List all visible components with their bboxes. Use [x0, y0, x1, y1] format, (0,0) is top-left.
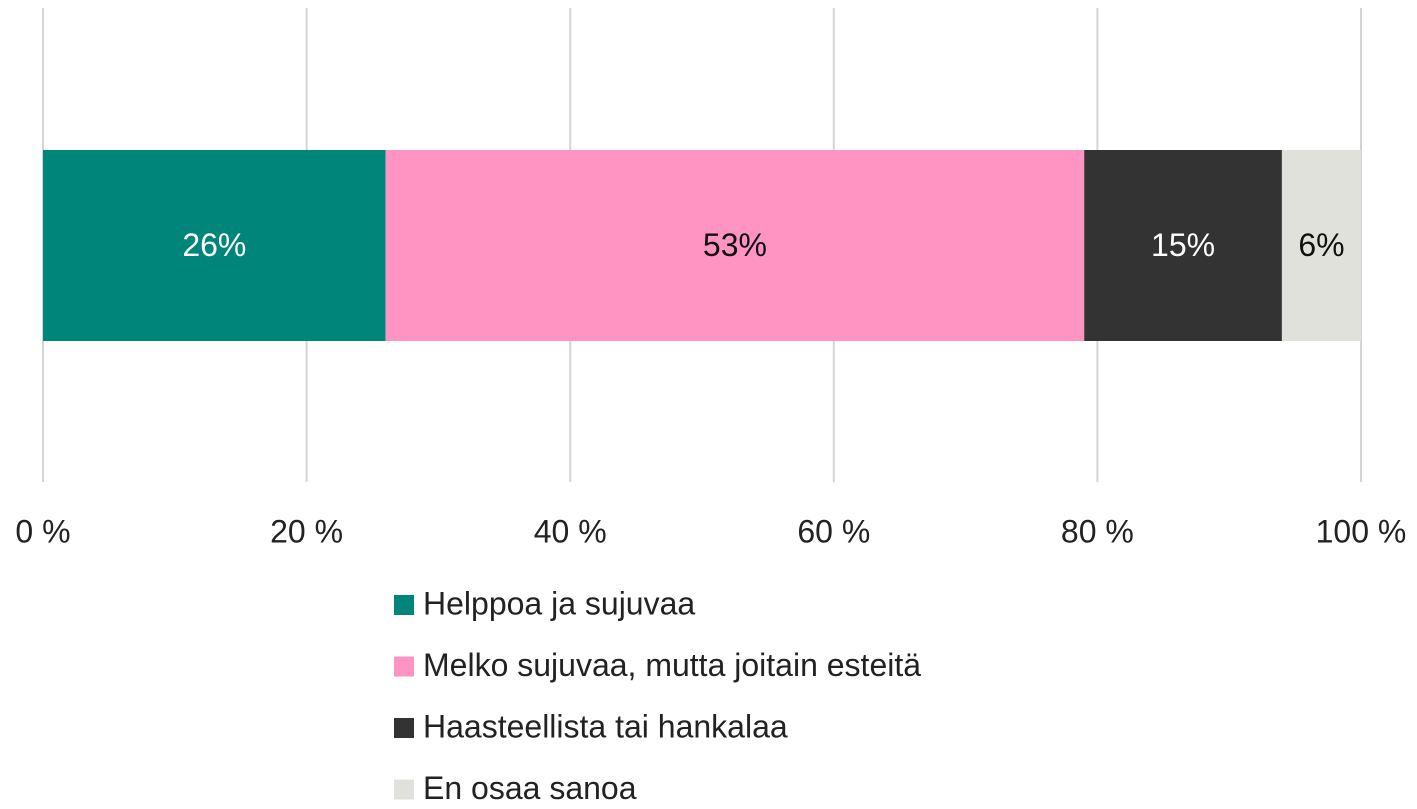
bar-segment	[1281, 150, 1361, 341]
legend-label: Melko sujuvaa, mutta joitain esteitä	[423, 647, 921, 683]
legend-swatch	[394, 718, 414, 738]
x-tick-label: 80 %	[1061, 513, 1134, 549]
legend-swatch	[394, 595, 414, 615]
x-tick-label: 100 %	[1316, 513, 1407, 549]
legend-label: En osaa sanoa	[423, 770, 637, 804]
value-label: 26%	[182, 227, 246, 263]
legend-swatch	[394, 656, 414, 677]
bar-segment	[1084, 150, 1282, 341]
value-label: 6%	[1298, 227, 1344, 263]
x-tick-label: 20 %	[270, 513, 343, 549]
value-label: 15%	[1151, 227, 1215, 263]
legend-swatch	[394, 779, 414, 800]
x-tick-label: 60 %	[797, 513, 870, 549]
legend-label: Helppoa ja sujuvaa	[423, 585, 695, 621]
value-label: 53%	[703, 227, 767, 263]
x-tick-label: 40 %	[534, 513, 607, 549]
bar-segment	[385, 150, 1085, 341]
bar-segment	[43, 150, 386, 341]
x-tick-label: 0 %	[15, 513, 70, 549]
legend-label: Haasteellista tai hankalaa	[423, 708, 788, 744]
